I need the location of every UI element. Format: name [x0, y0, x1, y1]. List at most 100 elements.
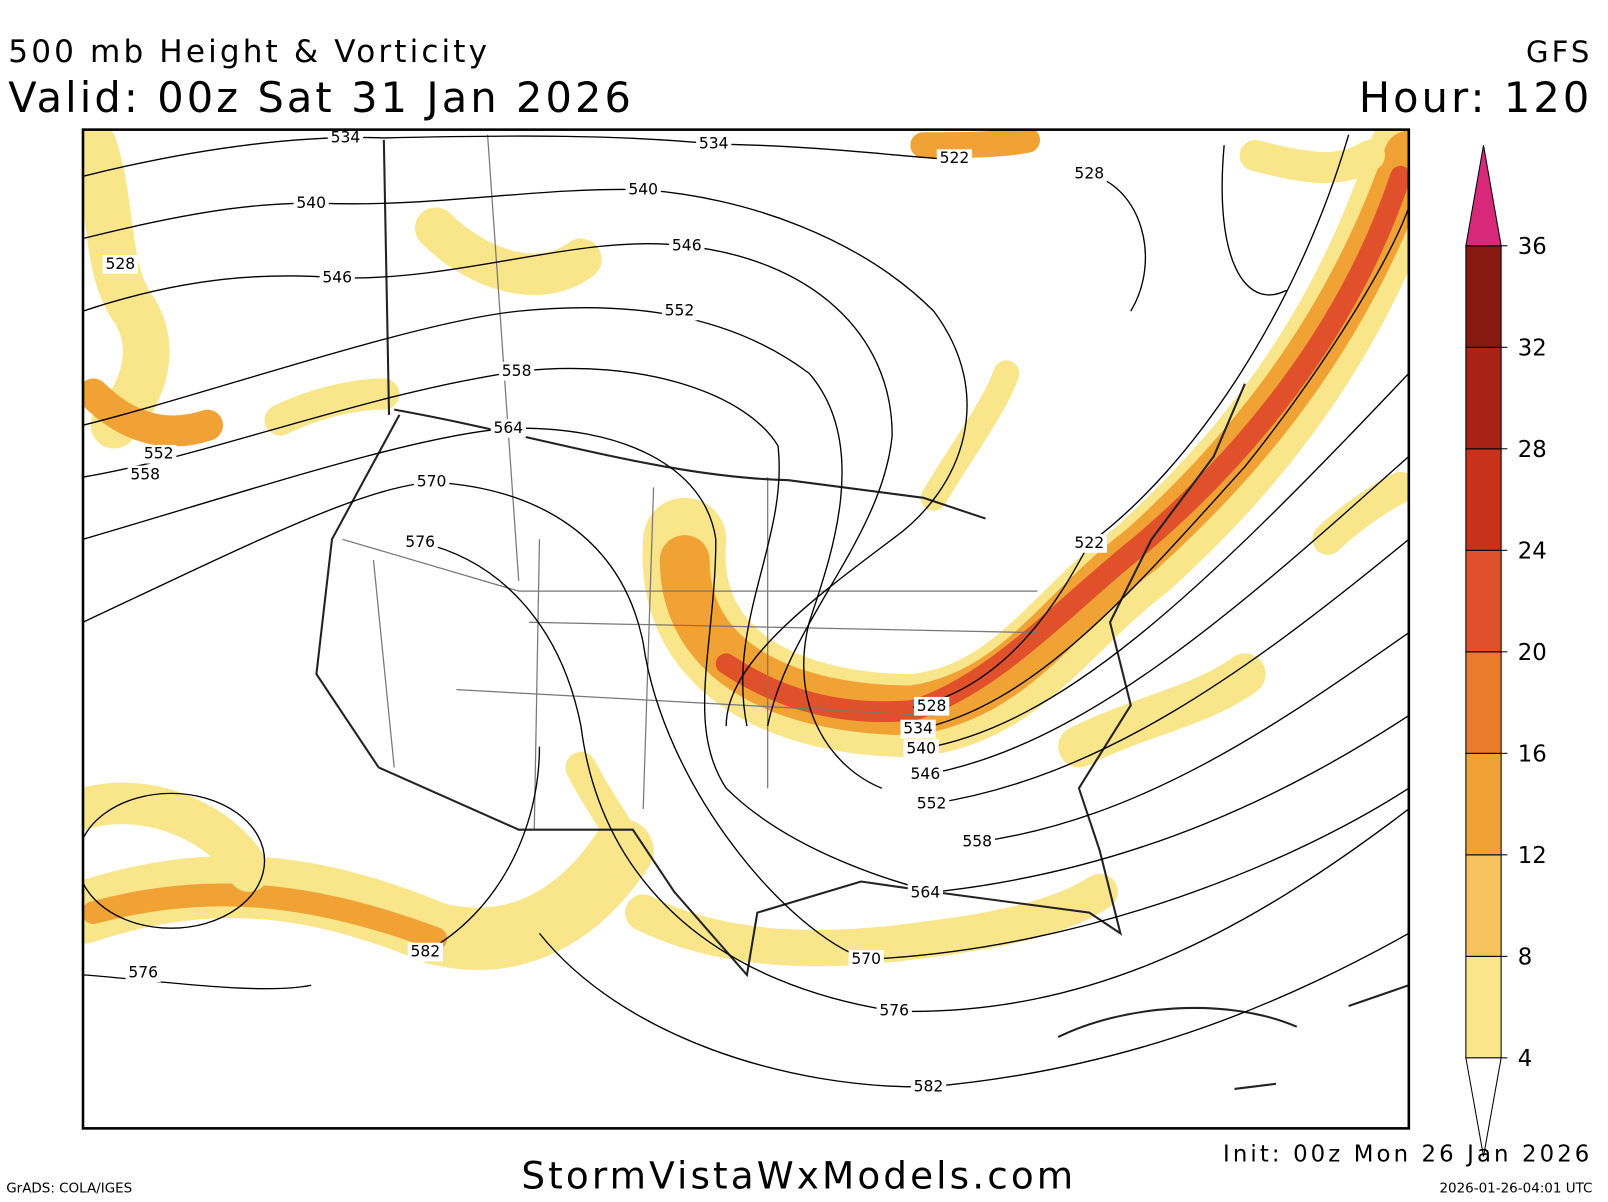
contour-line: [866, 372, 1409, 960]
vort-band-main: [642, 129, 1409, 758]
colorbar-segment: [1465, 448, 1502, 551]
contour-label-bg: [661, 301, 698, 321]
colorbar-tick-label: 12: [1518, 843, 1547, 869]
vort-blob: [1312, 471, 1409, 555]
colorbar-over: [1465, 145, 1502, 247]
contour-label: 570: [417, 473, 447, 491]
vort-blob: [264, 378, 400, 436]
contour-label-bg: [910, 1077, 947, 1097]
contour-label: 552: [665, 302, 695, 320]
vort-blob: [82, 129, 170, 449]
colorbar-segment: [1465, 651, 1502, 754]
contour-label-bg: [900, 719, 936, 739]
contour-label: 576: [405, 533, 435, 551]
contour-label: 540: [628, 180, 658, 198]
coastline: [378, 383, 1246, 978]
contour-label-bg: [102, 255, 138, 274]
vort-blob: [82, 378, 224, 447]
contour-line: [82, 306, 883, 789]
contour-label: 576: [879, 1002, 909, 1020]
contour-line: [82, 481, 867, 960]
site-name: StormVistaWxModels.com: [521, 1154, 1076, 1198]
contour-label-bg: [490, 418, 526, 438]
contour-label: 522: [940, 149, 970, 167]
contour-label-bg: [141, 444, 177, 464]
contour-label: 546: [322, 268, 352, 286]
vort-band-gulf: [625, 873, 1118, 967]
contour-label-bg: [407, 942, 443, 962]
contour-label-bg: [125, 963, 161, 983]
contour-label-bg: [848, 949, 884, 969]
contour-label: 552: [144, 445, 174, 463]
islands: [1057, 984, 1409, 1090]
contour-line: [82, 427, 934, 893]
contour-label-bg: [327, 128, 364, 148]
title: 500 mb Height & Vorticity: [8, 34, 490, 70]
colorbar-tick-label: 16: [1518, 742, 1547, 768]
contour-line: [420, 541, 1409, 1013]
contour-label-bg: [907, 765, 944, 785]
contour-line: [82, 367, 780, 727]
contour-label-bg: [319, 268, 355, 288]
colorbar-tick-label: 28: [1518, 437, 1547, 463]
colorbar-tick-label: 4: [1518, 1046, 1533, 1072]
contour-label-bg: [413, 472, 450, 492]
contour-label: 528: [917, 697, 947, 715]
vort-level: [715, 165, 1409, 722]
contour-label-bg: [903, 739, 939, 759]
contour-label: 534: [331, 128, 361, 146]
contour-label: 582: [410, 943, 440, 961]
map-area: 534 534 522 528 540 540 546 528 546 552 558 564 552 5…: [81, 128, 1411, 1130]
colorbar-tick-label: 32: [1518, 336, 1547, 362]
colorbar: 4 8 12 16 20 24 28 32 36: [1465, 145, 1547, 1157]
contour-label-bg: [498, 361, 535, 381]
contour-label-bg: [1071, 534, 1107, 553]
contour-label: 540: [906, 739, 936, 757]
contour-labels: 534 534 522 528 540 540 546 528 546 552 558 564 552 5…: [102, 128, 1107, 1097]
contour-label-bg: [913, 794, 950, 814]
contour-label: 522: [1074, 534, 1104, 552]
vort-blob: [910, 129, 1041, 159]
model-name: GFS: [1526, 35, 1592, 69]
timestamp: 2026-01-26-04:01 UTC: [1439, 1181, 1592, 1197]
colorbar-segment: [1465, 854, 1502, 957]
contour-line: [82, 135, 965, 177]
vort-band-south: [82, 883, 448, 950]
contour-line: [917, 207, 1409, 730]
vorticity-fills: [82, 129, 1409, 970]
colorbar-tick-label: 36: [1518, 234, 1547, 260]
contour-label: 558: [502, 362, 532, 380]
contour-label: 528: [105, 255, 135, 273]
contour-label-bg: [913, 696, 950, 716]
contour-label: 534: [699, 135, 729, 153]
contour-label-bg: [959, 832, 995, 852]
colorbar-under: [1465, 1057, 1502, 1157]
contour-label: 576: [128, 963, 158, 981]
contour-label-bg: [127, 465, 163, 485]
border: [394, 408, 986, 520]
forecast-hour: Hour: 120: [1359, 73, 1593, 122]
contour-label-bg: [907, 883, 944, 903]
contour-label: 570: [851, 950, 881, 968]
colorbar-segment: [1465, 549, 1502, 653]
contour-label: 546: [672, 236, 702, 254]
contour-label: 552: [917, 794, 947, 812]
contour-label: 564: [493, 419, 523, 437]
contour-label-bg: [293, 193, 329, 213]
credit: GrADS: COLA/IGES: [6, 1181, 132, 1197]
contour-label: 534: [903, 720, 933, 738]
contour-label-bg: [936, 149, 973, 169]
vort-blob: [414, 207, 602, 295]
contour-label-bg: [625, 180, 661, 200]
init-time: Init: 00z Mon 26 Jan 2026: [1223, 1142, 1592, 1168]
contour-label: 558: [130, 465, 160, 483]
contour-label: 540: [296, 194, 326, 212]
vort-blob: [920, 360, 1020, 511]
vort-blob: [1058, 653, 1266, 768]
map-frame: [81, 128, 1411, 1130]
contour-label: 546: [911, 765, 941, 783]
vort-blob: [82, 782, 270, 892]
contour-label: 528: [1074, 165, 1104, 183]
contour-label-bg: [402, 533, 438, 552]
